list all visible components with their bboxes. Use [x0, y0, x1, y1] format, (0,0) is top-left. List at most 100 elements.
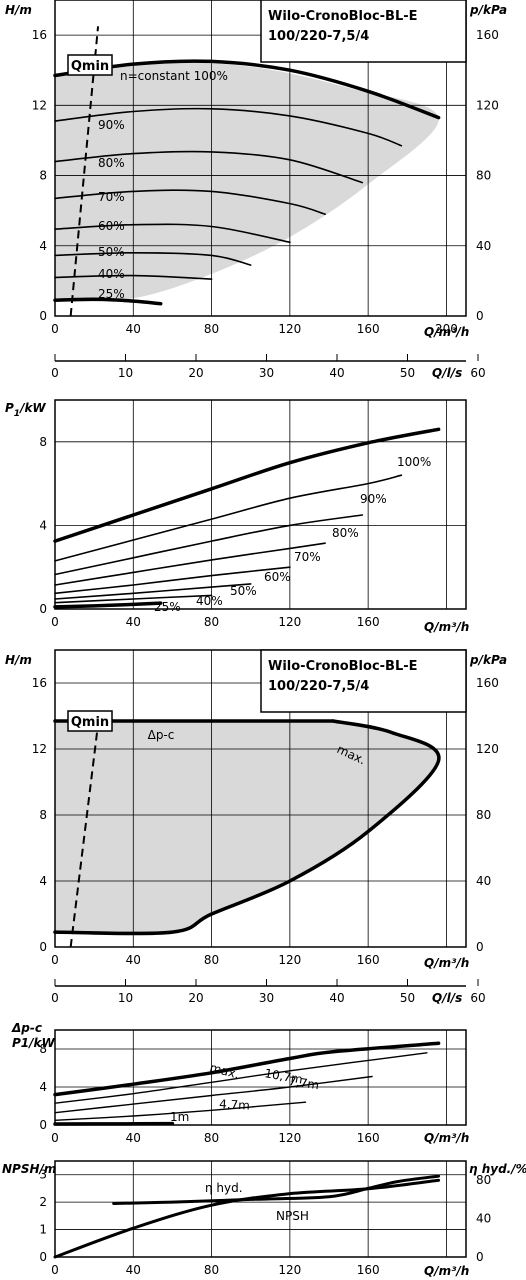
x-axis-title: Q/m³/h — [424, 1131, 469, 1145]
x-tick-label: 0 — [51, 322, 59, 336]
ls-axis-top: 0 10 20 30 40 50 60 Q/l/s — [51, 354, 486, 380]
y-tick-label: 0 — [39, 1118, 47, 1132]
x-tick-label: 160 — [357, 615, 380, 629]
power-curve-70 — [54, 542, 326, 586]
y-axis-title-line2: P1/kW — [12, 1036, 56, 1050]
power-curve-60 — [54, 566, 291, 595]
dpc-power-curve-47m — [54, 1101, 307, 1121]
x-tick-label: 80 — [204, 322, 219, 336]
ls-tick-label: 10 — [118, 366, 133, 380]
x-tick-label: 160 — [357, 1263, 380, 1277]
dpc-power-curve-107m — [54, 1052, 428, 1104]
series-label: 4,7m — [219, 1097, 250, 1113]
max-curve — [53, 719, 441, 936]
ls-tick-label: 30 — [259, 366, 274, 380]
efficiency-curve — [53, 1178, 441, 1259]
y-tick-label: 16 — [32, 676, 47, 690]
plot-frame — [54, 399, 467, 610]
power-curve-50 — [54, 583, 252, 600]
series-label: 100% — [397, 455, 431, 469]
y-axis-title-sub: 1 — [14, 409, 20, 419]
series-label: 1m — [170, 1110, 189, 1124]
y-axis-title: H/m — [5, 3, 32, 17]
chart-subtitle: 100/220-7,5/4 — [268, 29, 369, 44]
ls-tick-label: 40 — [329, 991, 344, 1005]
y2-tick-label: 80 — [476, 1173, 491, 1187]
y-tick-label: 4 — [39, 239, 47, 253]
power-curve-80 — [54, 514, 364, 576]
qmin-line — [69, 724, 100, 948]
y-tick-label: 12 — [32, 98, 47, 112]
x-axis-title: Q/m³/h — [424, 325, 469, 339]
x-tick-label: 160 — [357, 953, 380, 967]
curve-80 — [54, 150, 364, 184]
curve-70 — [54, 189, 326, 215]
y-axis-title-unit: /kW — [18, 401, 46, 415]
series-label: 25% — [98, 287, 125, 301]
power-curve-100 — [53, 427, 441, 543]
x-tick-label: 120 — [278, 1263, 301, 1277]
series-label: Δp-c — [148, 728, 175, 742]
x-tick-label: 80 — [204, 953, 219, 967]
x-tick-label: 40 — [126, 1263, 141, 1277]
chart-title: Wilo-CronoBloc-BL-E — [268, 659, 418, 674]
chart-title: Wilo-CronoBloc-BL-E — [268, 9, 418, 24]
y-tick-label: 8 — [39, 169, 47, 183]
chart-power-dpc: max. 10,7m7,7m 4,7m 1m 0 40 80 120 160 0 4 8 Δp-cP1/… — [11, 1021, 469, 1145]
x-tick-label: 0 — [51, 1131, 59, 1145]
y2-axis-title: η hyd./% — [469, 1162, 526, 1176]
qmin-box — [67, 710, 113, 732]
x-tick-label: 40 — [126, 1131, 141, 1145]
y2-tick-label: 80 — [476, 169, 491, 183]
y2-tick-label: 120 — [476, 742, 499, 756]
y2-tick-label: 120 — [476, 98, 499, 112]
x-tick-label: 80 — [204, 1263, 219, 1277]
qmin-label: Qmin — [71, 715, 109, 730]
dpc-power-curve-max — [53, 1041, 441, 1097]
power-curve-90 — [54, 474, 403, 562]
series-label: 7,7m — [288, 1074, 320, 1092]
y-tick-label: 0 — [39, 602, 47, 616]
ls-tick-label: 60 — [470, 366, 485, 380]
x-tick-label: 0 — [51, 953, 59, 967]
y-axis-title: NPSH/m — [2, 1162, 56, 1176]
ls-axis-bottom: 0 10 20 30 40 50 60 Q/l/s — [51, 979, 486, 1005]
x-tick-label: 160 — [357, 1131, 380, 1145]
chart-npsh-efficiency: η hyd. NPSH 0 40 80 120 160 0 1 2 3 0 40 80 NPSH/m η hy… — [2, 1160, 526, 1278]
y-tick-label: 3 — [39, 1168, 47, 1182]
grid — [55, 400, 466, 609]
ls-tick-label: 0 — [51, 991, 59, 1005]
series-label: 80% — [98, 156, 125, 170]
series-label: η hyd. — [205, 1181, 243, 1195]
series-label: 90% — [98, 118, 125, 132]
y-tick-label: 1 — [39, 1223, 47, 1237]
curve-60 — [54, 223, 291, 244]
dpc-power-curve-77m — [54, 1075, 373, 1114]
series-label: 70% — [294, 550, 321, 564]
qmin-box — [67, 54, 113, 76]
y-tick-label: 8 — [39, 808, 47, 822]
y2-tick-label: 0 — [476, 309, 484, 323]
plot-frame — [54, 1029, 467, 1126]
series-label: 40% — [98, 267, 125, 281]
y2-axis-title: p/kPa — [469, 653, 507, 667]
y-axis-title-line1: Δp-c — [11, 1021, 42, 1035]
power-curve-40 — [54, 594, 213, 604]
x-axis-title: Q/m³/h — [424, 1264, 469, 1278]
y2-axis-title: p/kPa — [469, 3, 507, 17]
y2-tick-label: 0 — [476, 940, 484, 954]
ls-tick-label: 10 — [118, 991, 133, 1005]
ls-tick-label: 50 — [400, 991, 415, 1005]
chart-power-curves: 100% 90% 80% 70%60% 50% 40% 25% 0 40 80 120 160 0 4 8 P… — [5, 399, 469, 634]
x-tick-label: 120 — [278, 322, 301, 336]
ls-tick-label: 20 — [188, 366, 203, 380]
x-tick-label: 40 — [126, 322, 141, 336]
y2-tick-label: 80 — [476, 808, 491, 822]
x-tick-label: 80 — [204, 615, 219, 629]
y2-tick-label: 160 — [476, 28, 499, 42]
series-label: 25% — [154, 600, 181, 614]
x-tick-label: 0 — [51, 1263, 59, 1277]
npsh-curve — [112, 1174, 441, 1205]
y-tick-label: 0 — [39, 1250, 47, 1264]
ls-axis-title: Q/l/s — [432, 991, 462, 1005]
